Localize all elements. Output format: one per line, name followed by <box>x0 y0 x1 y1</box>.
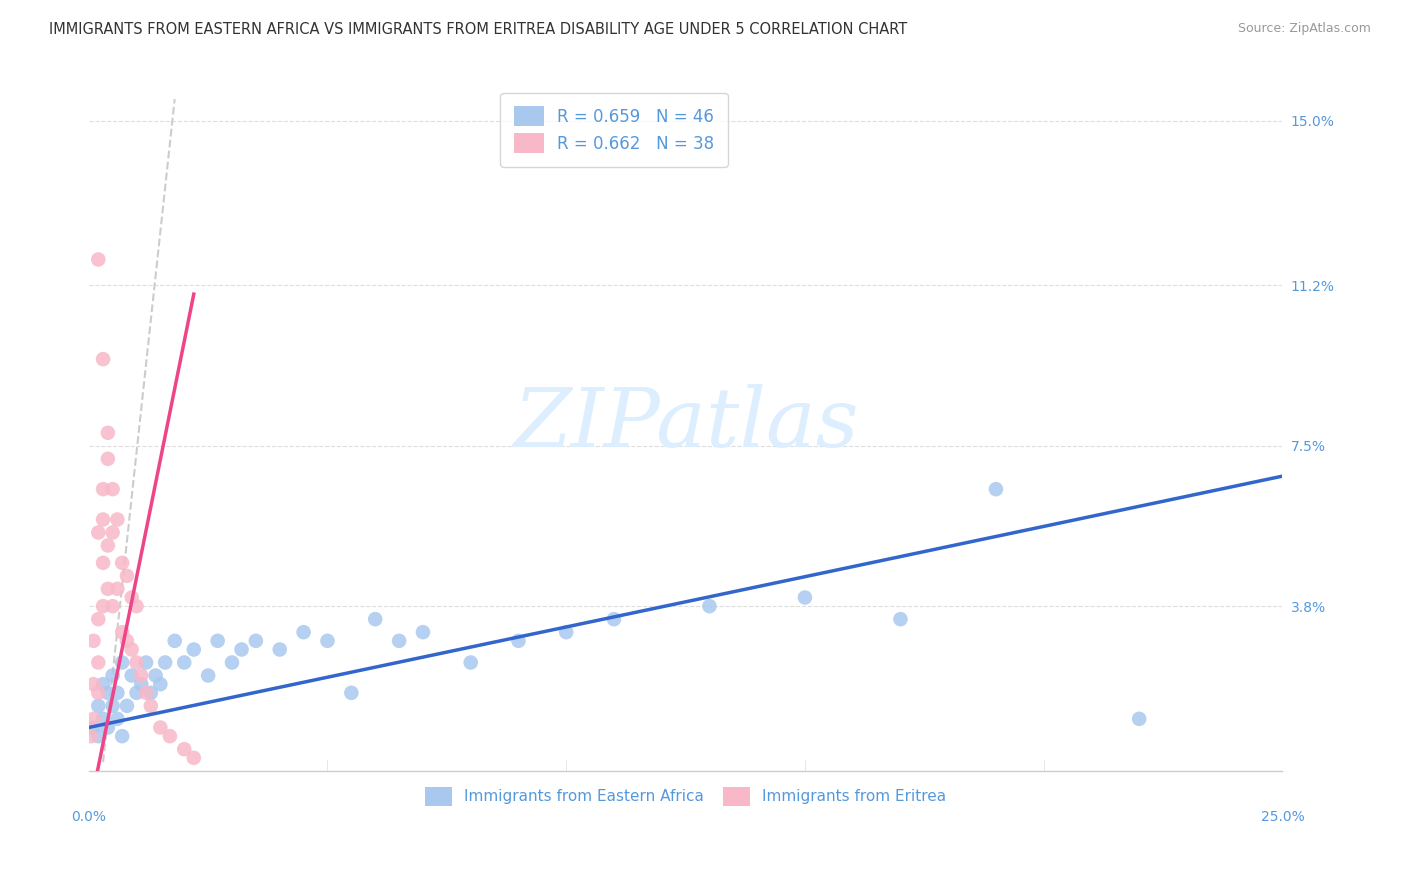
Point <box>87 252 110 267</box>
Point <box>153 656 176 670</box>
Point <box>111 625 134 640</box>
Point <box>91 712 114 726</box>
Point <box>173 656 195 670</box>
Point <box>91 599 114 614</box>
Point <box>83 721 105 735</box>
Point <box>101 525 124 540</box>
Point <box>105 582 128 596</box>
Point <box>292 625 315 640</box>
Point <box>364 612 387 626</box>
Text: IMMIGRANTS FROM EASTERN AFRICA VS IMMIGRANTS FROM ERITREA DISABILITY AGE UNDER 5: IMMIGRANTS FROM EASTERN AFRICA VS IMMIGR… <box>49 22 907 37</box>
Point <box>207 633 229 648</box>
Point <box>269 642 291 657</box>
Point <box>115 569 138 583</box>
Point <box>984 482 1007 496</box>
Point <box>101 482 124 496</box>
Text: 0.0%: 0.0% <box>72 810 107 824</box>
Point <box>603 612 626 626</box>
Point <box>97 539 120 553</box>
Text: ZIPatlas: ZIPatlas <box>513 384 858 464</box>
Point <box>794 591 817 605</box>
Point <box>121 591 143 605</box>
Point <box>508 633 530 648</box>
Point <box>91 352 114 367</box>
Point <box>83 633 105 648</box>
Point <box>135 656 157 670</box>
Point <box>316 633 339 648</box>
Point <box>139 698 162 713</box>
Point <box>97 425 120 440</box>
Point <box>111 556 134 570</box>
Point <box>101 668 124 682</box>
Point <box>125 599 148 614</box>
Point <box>87 698 110 713</box>
Point <box>699 599 721 614</box>
Point <box>231 642 253 657</box>
Point <box>121 642 143 657</box>
Text: Source: ZipAtlas.com: Source: ZipAtlas.com <box>1237 22 1371 36</box>
Point <box>145 668 167 682</box>
Point <box>111 729 134 743</box>
Point <box>105 712 128 726</box>
Point <box>159 729 181 743</box>
Point <box>83 712 105 726</box>
Point <box>91 512 114 526</box>
Point <box>115 698 138 713</box>
Point <box>105 686 128 700</box>
Point <box>121 668 143 682</box>
Point <box>149 677 172 691</box>
Point <box>83 677 105 691</box>
Point <box>129 668 152 682</box>
Point <box>87 656 110 670</box>
Text: 25.0%: 25.0% <box>1261 810 1305 824</box>
Point <box>221 656 243 670</box>
Point <box>555 625 578 640</box>
Point <box>91 482 114 496</box>
Point <box>91 677 114 691</box>
Point <box>111 656 134 670</box>
Point <box>173 742 195 756</box>
Point <box>97 721 120 735</box>
Point <box>87 612 110 626</box>
Point <box>149 721 172 735</box>
Point <box>97 582 120 596</box>
Point <box>245 633 267 648</box>
Point <box>163 633 186 648</box>
Point <box>197 668 219 682</box>
Point <box>101 599 124 614</box>
Point <box>87 525 110 540</box>
Point <box>139 686 162 700</box>
Point <box>105 512 128 526</box>
Point <box>87 686 110 700</box>
Point <box>412 625 434 640</box>
Point <box>87 729 110 743</box>
Point <box>183 642 205 657</box>
Point <box>91 556 114 570</box>
Point <box>125 686 148 700</box>
Point <box>80 729 103 743</box>
Point <box>115 633 138 648</box>
Point <box>101 698 124 713</box>
Point <box>340 686 363 700</box>
Point <box>388 633 411 648</box>
Point <box>129 677 152 691</box>
Point <box>97 686 120 700</box>
Legend: Immigrants from Eastern Africa, Immigrants from Eritrea: Immigrants from Eastern Africa, Immigran… <box>419 780 953 812</box>
Point <box>97 451 120 466</box>
Point <box>135 686 157 700</box>
Point <box>889 612 911 626</box>
Point <box>460 656 482 670</box>
Point <box>125 656 148 670</box>
Point <box>1128 712 1150 726</box>
Point <box>183 751 205 765</box>
